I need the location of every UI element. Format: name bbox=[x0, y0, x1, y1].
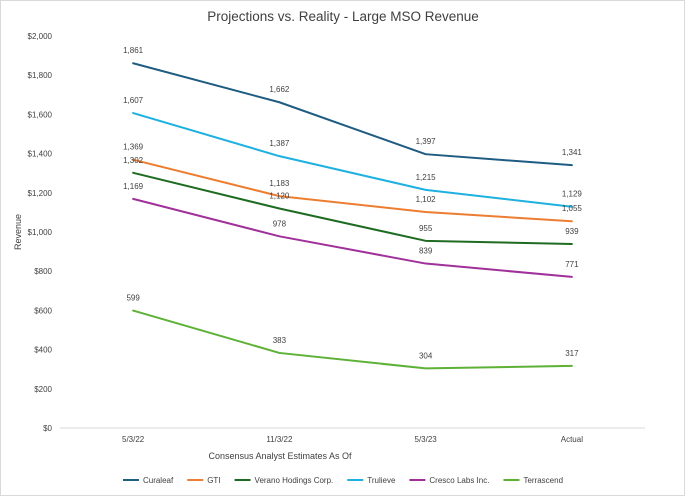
data-label: 1,102 bbox=[416, 195, 437, 204]
series-line-verano-hodings-corp bbox=[132, 171, 573, 245]
data-label: 839 bbox=[419, 247, 433, 256]
y-tick-label: $0 bbox=[43, 424, 52, 433]
legend-label-verano-hodings-corp: Verano Hodings Corp. bbox=[255, 476, 334, 485]
data-label: 771 bbox=[565, 260, 579, 269]
data-label: 1,120 bbox=[269, 191, 290, 200]
series-line-curaleaf bbox=[132, 62, 573, 167]
y-tick-label: $2,000 bbox=[28, 32, 53, 41]
data-label: 1,341 bbox=[562, 148, 583, 157]
legend-label-cresco-labs-inc: Cresco Labs Inc. bbox=[429, 476, 489, 485]
data-label: 317 bbox=[565, 349, 579, 358]
x-tick-label: Actual bbox=[561, 435, 583, 444]
data-label: 383 bbox=[273, 336, 287, 345]
y-tick-label: $1,600 bbox=[28, 110, 53, 119]
y-tick-label: $1,800 bbox=[28, 71, 53, 80]
legend: Curaleaf GTI Verano Hodings Corp. Trulieve C… bbox=[122, 476, 563, 485]
series-line-trulieve bbox=[132, 112, 573, 208]
y-tick-label: $1,200 bbox=[28, 189, 53, 198]
data-label: 1,302 bbox=[123, 156, 144, 165]
x-axis-title: Consensus Analyst Estimates As Of bbox=[208, 451, 352, 461]
data-label: 1,369 bbox=[123, 143, 144, 152]
data-label: 599 bbox=[126, 294, 140, 303]
y-tick-label: $600 bbox=[34, 306, 52, 315]
data-label: 1,662 bbox=[269, 85, 290, 94]
x-tick-label: 5/3/22 bbox=[122, 435, 145, 444]
series-line-gti bbox=[132, 158, 573, 223]
data-label: 978 bbox=[273, 219, 287, 228]
data-label: 1,387 bbox=[269, 139, 290, 148]
data-label: 1,055 bbox=[562, 204, 583, 213]
y-axis-title: Revenue bbox=[13, 214, 23, 250]
legend-label-trulieve: Trulieve bbox=[367, 476, 396, 485]
chart-title: Projections vs. Reality - Large MSO Reve… bbox=[207, 9, 479, 24]
y-tick-label: $200 bbox=[34, 385, 52, 394]
legend-label-gti: GTI bbox=[207, 476, 220, 485]
data-label: 304 bbox=[419, 351, 433, 360]
y-axis-ticks: $0 $200 $400 $600 $800 $1,000 $1,200 $1,400 $1,6… bbox=[28, 32, 53, 433]
data-label: 1,183 bbox=[269, 179, 290, 188]
series-lines bbox=[132, 62, 573, 370]
x-tick-label: 11/3/22 bbox=[266, 435, 293, 444]
data-label: 1,169 bbox=[123, 182, 144, 191]
data-label: 1,607 bbox=[123, 96, 144, 105]
data-label: 1,397 bbox=[416, 137, 437, 146]
y-tick-label: $400 bbox=[34, 346, 52, 355]
data-label: 1,861 bbox=[123, 46, 144, 55]
data-label: 1,215 bbox=[416, 173, 437, 182]
data-label: 1,129 bbox=[562, 190, 583, 199]
series-line-terrascend bbox=[132, 309, 573, 370]
y-tick-label: $1,400 bbox=[28, 150, 53, 159]
data-label: 955 bbox=[419, 224, 433, 233]
data-label: 939 bbox=[565, 227, 579, 236]
series-line-cresco-labs-inc bbox=[132, 197, 573, 278]
legend-label-terrascend: Terrascend bbox=[523, 476, 563, 485]
x-tick-label: 5/3/23 bbox=[415, 435, 438, 444]
y-tick-label: $800 bbox=[34, 267, 52, 276]
data-labels: 1,861 1,662 1,397 1,341 1,369 1,183 1,102 1,055… bbox=[123, 46, 582, 360]
legend-label-curaleaf: Curaleaf bbox=[143, 476, 174, 485]
y-tick-label: $1,000 bbox=[28, 228, 53, 237]
x-axis-ticks: 5/3/22 11/3/22 5/3/23 Actual bbox=[122, 435, 583, 444]
